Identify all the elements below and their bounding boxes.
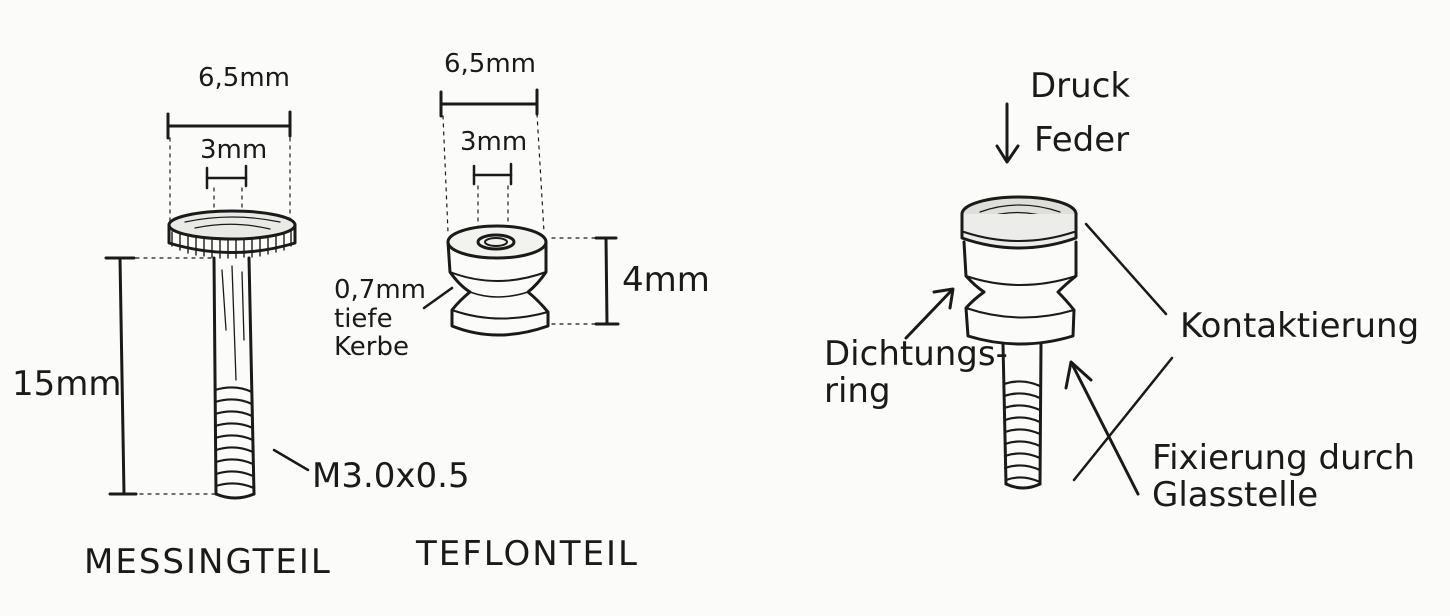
assembly-drawing <box>904 102 1174 496</box>
teflon-caption: TEFLONTEIL <box>416 534 639 574</box>
spring-label: Feder <box>1034 120 1130 160</box>
brass-head-width-label: 6,5mm <box>198 63 291 93</box>
teflon-height-label: 4mm <box>622 260 710 300</box>
fixation-label: Fixierung durch Glasstelle <box>1152 438 1416 516</box>
brass-length-label: 15mm <box>12 364 122 404</box>
teflon-width-label: 6,5mm <box>444 49 537 79</box>
teflon-hole-label: 3mm <box>460 127 528 157</box>
brass-part-drawing <box>104 110 310 500</box>
seal-ring-label: Dichtungs- ring <box>824 334 1008 412</box>
brass-caption: MESSINGTEIL <box>84 542 332 582</box>
brass-thread-label: M3.0x0.5 <box>312 456 470 496</box>
contacting-label: Kontaktierung <box>1180 306 1420 346</box>
brass-length-dim-line <box>118 256 126 496</box>
teflon-part-drawing <box>422 88 620 337</box>
teflon-groove-note: 0,7mm tiefe Kerbe <box>334 275 427 363</box>
pressure-label: Druck <box>1030 66 1131 106</box>
brass-hole-label: 3mm <box>200 135 268 165</box>
